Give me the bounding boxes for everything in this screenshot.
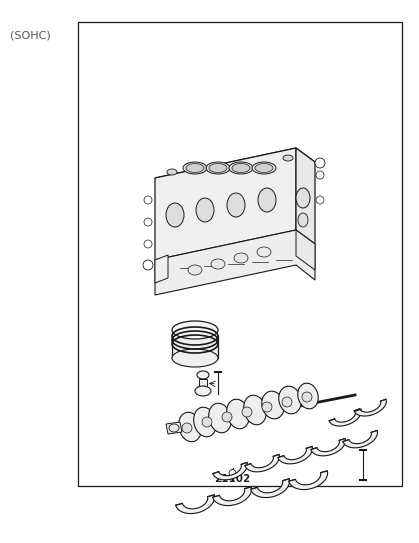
Ellipse shape bbox=[209, 403, 231, 433]
Ellipse shape bbox=[209, 163, 227, 173]
Ellipse shape bbox=[262, 391, 284, 419]
Ellipse shape bbox=[222, 412, 232, 422]
Ellipse shape bbox=[172, 321, 218, 339]
Ellipse shape bbox=[178, 412, 201, 442]
Polygon shape bbox=[155, 148, 315, 192]
Ellipse shape bbox=[244, 395, 266, 425]
Ellipse shape bbox=[262, 402, 272, 412]
Ellipse shape bbox=[172, 349, 218, 367]
Ellipse shape bbox=[227, 193, 245, 217]
Ellipse shape bbox=[188, 265, 202, 275]
Ellipse shape bbox=[255, 163, 273, 173]
Polygon shape bbox=[172, 336, 218, 358]
Circle shape bbox=[315, 158, 325, 168]
Ellipse shape bbox=[182, 423, 192, 433]
Ellipse shape bbox=[227, 399, 249, 429]
Ellipse shape bbox=[296, 188, 310, 208]
Polygon shape bbox=[251, 479, 290, 497]
Polygon shape bbox=[166, 422, 182, 434]
Ellipse shape bbox=[183, 162, 207, 174]
Circle shape bbox=[143, 260, 153, 270]
Polygon shape bbox=[311, 438, 345, 456]
Polygon shape bbox=[155, 230, 315, 295]
Text: 21102: 21102 bbox=[215, 475, 251, 484]
Polygon shape bbox=[213, 487, 251, 506]
Polygon shape bbox=[245, 454, 279, 472]
Circle shape bbox=[144, 196, 152, 204]
Polygon shape bbox=[176, 495, 215, 514]
Ellipse shape bbox=[202, 417, 212, 427]
Bar bbox=[78, 22, 402, 486]
Ellipse shape bbox=[282, 397, 292, 407]
Circle shape bbox=[316, 196, 324, 204]
Ellipse shape bbox=[169, 424, 179, 432]
Ellipse shape bbox=[242, 407, 252, 417]
Polygon shape bbox=[155, 255, 168, 283]
Ellipse shape bbox=[206, 162, 230, 174]
Ellipse shape bbox=[196, 198, 214, 222]
Ellipse shape bbox=[229, 162, 253, 174]
Ellipse shape bbox=[279, 386, 301, 414]
Ellipse shape bbox=[194, 407, 216, 437]
Ellipse shape bbox=[302, 392, 312, 402]
Ellipse shape bbox=[167, 169, 177, 175]
Polygon shape bbox=[213, 463, 248, 480]
Ellipse shape bbox=[283, 155, 293, 161]
Polygon shape bbox=[296, 230, 315, 270]
Polygon shape bbox=[296, 148, 315, 244]
Ellipse shape bbox=[211, 259, 225, 269]
Ellipse shape bbox=[186, 163, 204, 173]
Polygon shape bbox=[155, 148, 296, 260]
Ellipse shape bbox=[232, 163, 250, 173]
Ellipse shape bbox=[166, 203, 184, 227]
Circle shape bbox=[229, 470, 236, 477]
Ellipse shape bbox=[257, 247, 271, 257]
Ellipse shape bbox=[258, 188, 276, 212]
Ellipse shape bbox=[197, 371, 209, 379]
Ellipse shape bbox=[298, 383, 318, 409]
Circle shape bbox=[144, 240, 152, 248]
Polygon shape bbox=[289, 471, 328, 490]
Text: (SOHC): (SOHC) bbox=[10, 30, 51, 40]
Polygon shape bbox=[278, 446, 313, 464]
Ellipse shape bbox=[234, 253, 248, 263]
Polygon shape bbox=[199, 379, 207, 388]
Ellipse shape bbox=[298, 213, 308, 227]
Polygon shape bbox=[329, 409, 361, 426]
Polygon shape bbox=[343, 431, 378, 448]
Circle shape bbox=[316, 171, 324, 179]
Ellipse shape bbox=[252, 162, 276, 174]
Polygon shape bbox=[354, 399, 386, 416]
Ellipse shape bbox=[195, 386, 211, 396]
Circle shape bbox=[144, 218, 152, 226]
